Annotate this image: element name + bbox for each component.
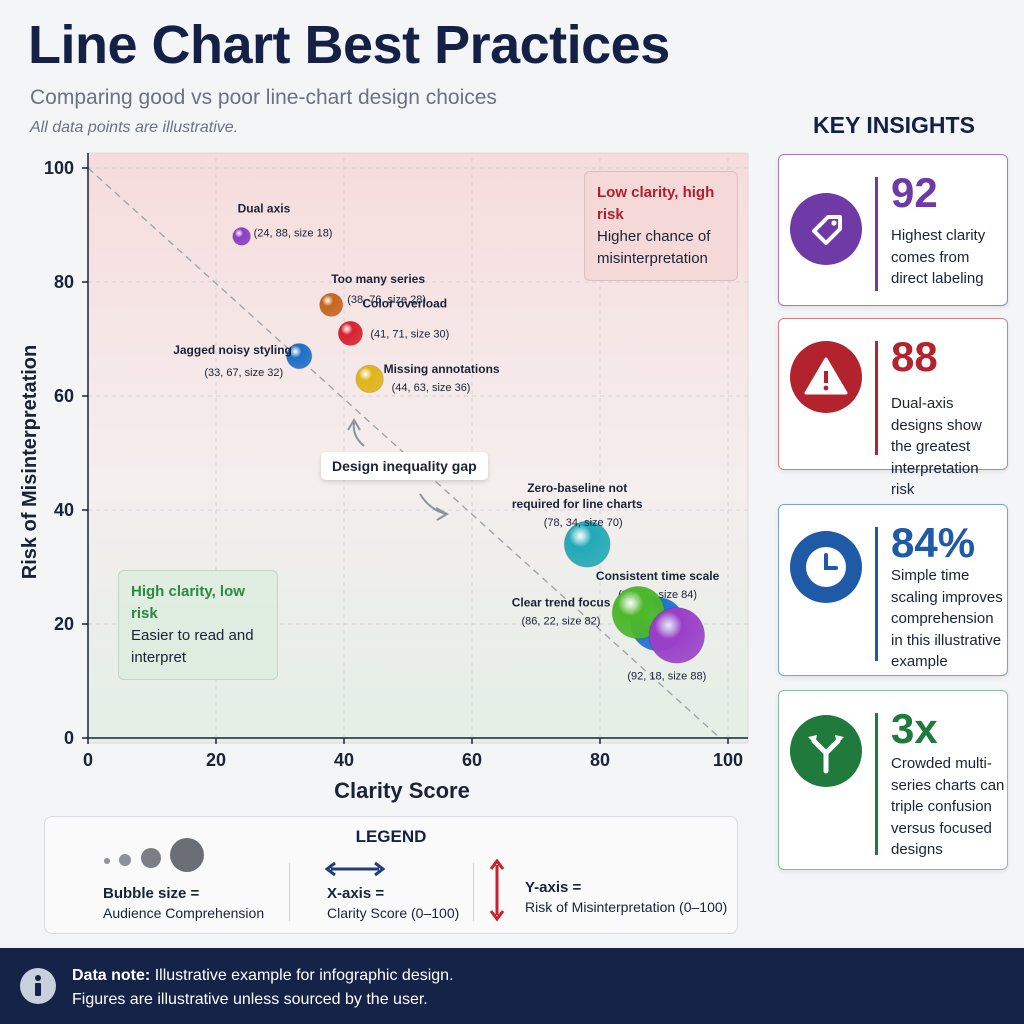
- clock-icon: [790, 531, 862, 603]
- x-ticks: 0 20 40 60 80 100: [83, 738, 743, 770]
- bubble-coords: (38, 76, size 28): [347, 294, 426, 306]
- x-axis-title: Clarity Score: [334, 778, 470, 803]
- insight-text: Highest clarity comes from direct labeli…: [891, 227, 986, 287]
- x-axis-arrow-icon: [325, 861, 385, 877]
- legend-size-title: Bubble size =: [103, 885, 200, 902]
- high-clarity-title: High clarity, low risk: [131, 583, 245, 622]
- bubble-label: required for line charts: [512, 497, 643, 511]
- bubble-coords: (24, 88, size 18): [254, 227, 333, 239]
- footer-line-2: Figures are illustrative unless sourced …: [72, 991, 428, 1008]
- bubble-coords: (92, 18, size 88): [627, 670, 706, 682]
- bubble-label: Dual axis: [238, 201, 291, 215]
- footer-label: Data note:: [72, 967, 151, 984]
- bubble-label: Missing annotations: [384, 362, 500, 376]
- bubble-label: Too many series: [331, 272, 425, 286]
- insight-text: Dual-axis designs show the greatest inte…: [891, 395, 982, 498]
- bubble-label: Zero-baseline not: [527, 481, 627, 495]
- insight-value: 84%: [891, 519, 976, 566]
- y-tick-label: 60: [54, 386, 74, 406]
- legend-divider: [473, 863, 474, 921]
- legend-y-desc: Risk of Misinterpretation (0–100): [525, 899, 728, 915]
- legend-x: X-axis = Clarity Score (0–100): [327, 885, 459, 921]
- y-tick-label: 40: [54, 500, 74, 520]
- legend-title: LEGEND: [355, 827, 427, 846]
- gap-arrow-down-head: [435, 507, 450, 521]
- tag-icon: [790, 193, 862, 265]
- insight-text: Crowded multi-series charts can triple c…: [891, 755, 1005, 858]
- insight-card-3: 84% Simple time scaling improves compreh…: [778, 504, 1008, 676]
- gap-arrow-down: [419, 493, 447, 515]
- gap-arrow-up-head: [347, 418, 361, 431]
- card-divider: [875, 713, 878, 855]
- high-clarity-callout: High clarity, low risk Easier to read an…: [118, 570, 278, 680]
- x-tick-label: 20: [206, 750, 226, 770]
- legend-y-title: Y-axis =: [525, 879, 582, 896]
- y-axis-arrow-icon: [489, 859, 505, 921]
- high-clarity-body: Easier to read and interpret: [131, 627, 254, 666]
- low-clarity-title: Low clarity, high risk: [597, 184, 715, 223]
- x-tick-label: 0: [83, 750, 93, 770]
- bubble-coords: (41, 71, size 30): [370, 328, 449, 340]
- insight-card-1: 92 Highest clarity comes from direct lab…: [778, 154, 1008, 306]
- footer-line-1: Illustrative example for infographic des…: [154, 967, 454, 984]
- gap-arrow-up: [352, 421, 365, 447]
- x-tick-label: 100: [713, 750, 743, 770]
- bubble-point: [286, 342, 313, 370]
- legend-y: Y-axis = Risk of Misinterpretation (0–10…: [525, 879, 727, 915]
- bubble-label: Consistent time scale: [596, 569, 720, 583]
- page-subtitle: Comparing good vs poor line-chart design…: [30, 86, 497, 109]
- bubble-coords: (86, 22, size 82): [522, 616, 601, 628]
- legend-x-desc: Clarity Score (0–100): [327, 905, 460, 921]
- bubble-point: [563, 520, 611, 568]
- insight-value: 88: [891, 333, 938, 380]
- bubble-label: Color overload: [362, 296, 447, 310]
- bubble-point: [648, 607, 706, 664]
- footer-banner: Data note: Illustrative example for info…: [0, 948, 1024, 1024]
- insight-card-4: 3x Crowded multi-series charts can tripl…: [778, 690, 1008, 870]
- legend-divider: [289, 863, 290, 921]
- footer-text: Data note: Illustrative example for info…: [72, 964, 454, 1012]
- bubbles: Dual axis (24, 88, size 18) Too many serie…: [173, 201, 719, 682]
- x-tick-label: 40: [334, 750, 354, 770]
- x-tick-label: 80: [590, 750, 610, 770]
- warning-icon: [790, 341, 862, 413]
- axes: [87, 153, 748, 739]
- insight-value: 3x: [891, 705, 938, 752]
- legend-x-title: X-axis =: [327, 885, 385, 902]
- x-tick-label: 60: [462, 750, 482, 770]
- gap-label: Design inequality gap: [321, 452, 488, 480]
- bubble-coords: (44, 63, size 36): [392, 382, 471, 394]
- bubble-label: Clear trend focus: [512, 596, 611, 610]
- insights-heading: KEY INSIGHTS: [813, 112, 975, 138]
- y-tick-label: 0: [64, 728, 74, 748]
- y-tick-label: 80: [54, 272, 74, 292]
- page-title: Line Chart Best Practices: [28, 15, 670, 75]
- insight-value: 92: [891, 169, 938, 216]
- bubble-point: [337, 320, 363, 346]
- insight-text: Simple time scaling improves comprehensi…: [891, 567, 1003, 670]
- insight-card-2: 88 Dual-axis designs show the greatest i…: [778, 318, 1008, 498]
- y-axis-title: Risk of Misinterpretation: [19, 345, 41, 579]
- bubble-label: Jagged noisy styling: [173, 343, 292, 357]
- bubble-point: [232, 227, 251, 246]
- y-tick-label: 20: [54, 614, 74, 634]
- illustrative-note: All data points are illustrative.: [30, 119, 239, 136]
- low-clarity-callout: Low clarity, high risk Higher chance of …: [584, 171, 738, 281]
- low-clarity-body: Higher chance of misinterpretation: [597, 228, 711, 267]
- card-divider: [875, 527, 878, 661]
- legend: LEGEND Bubble size = Audience Comprehens…: [44, 816, 738, 934]
- bubble-size-icon: [104, 838, 204, 872]
- y-tick-label: 100: [44, 158, 74, 178]
- legend-size-desc: Audience Comprehension: [103, 905, 265, 921]
- info-icon: [20, 968, 56, 1004]
- legend-size: Bubble size = Audience Comprehension: [103, 885, 264, 921]
- bubble-coords: (78, 34, size 70): [544, 517, 623, 529]
- card-divider: [875, 177, 878, 291]
- bubble-point: [319, 292, 344, 317]
- bubble-coords: (33, 67, size 32): [204, 367, 283, 379]
- card-divider: [875, 341, 878, 455]
- y-ticks: 0 20 40 60 80 100: [44, 158, 88, 748]
- split-arrow-icon: [790, 715, 862, 787]
- bubble-point: [355, 364, 384, 394]
